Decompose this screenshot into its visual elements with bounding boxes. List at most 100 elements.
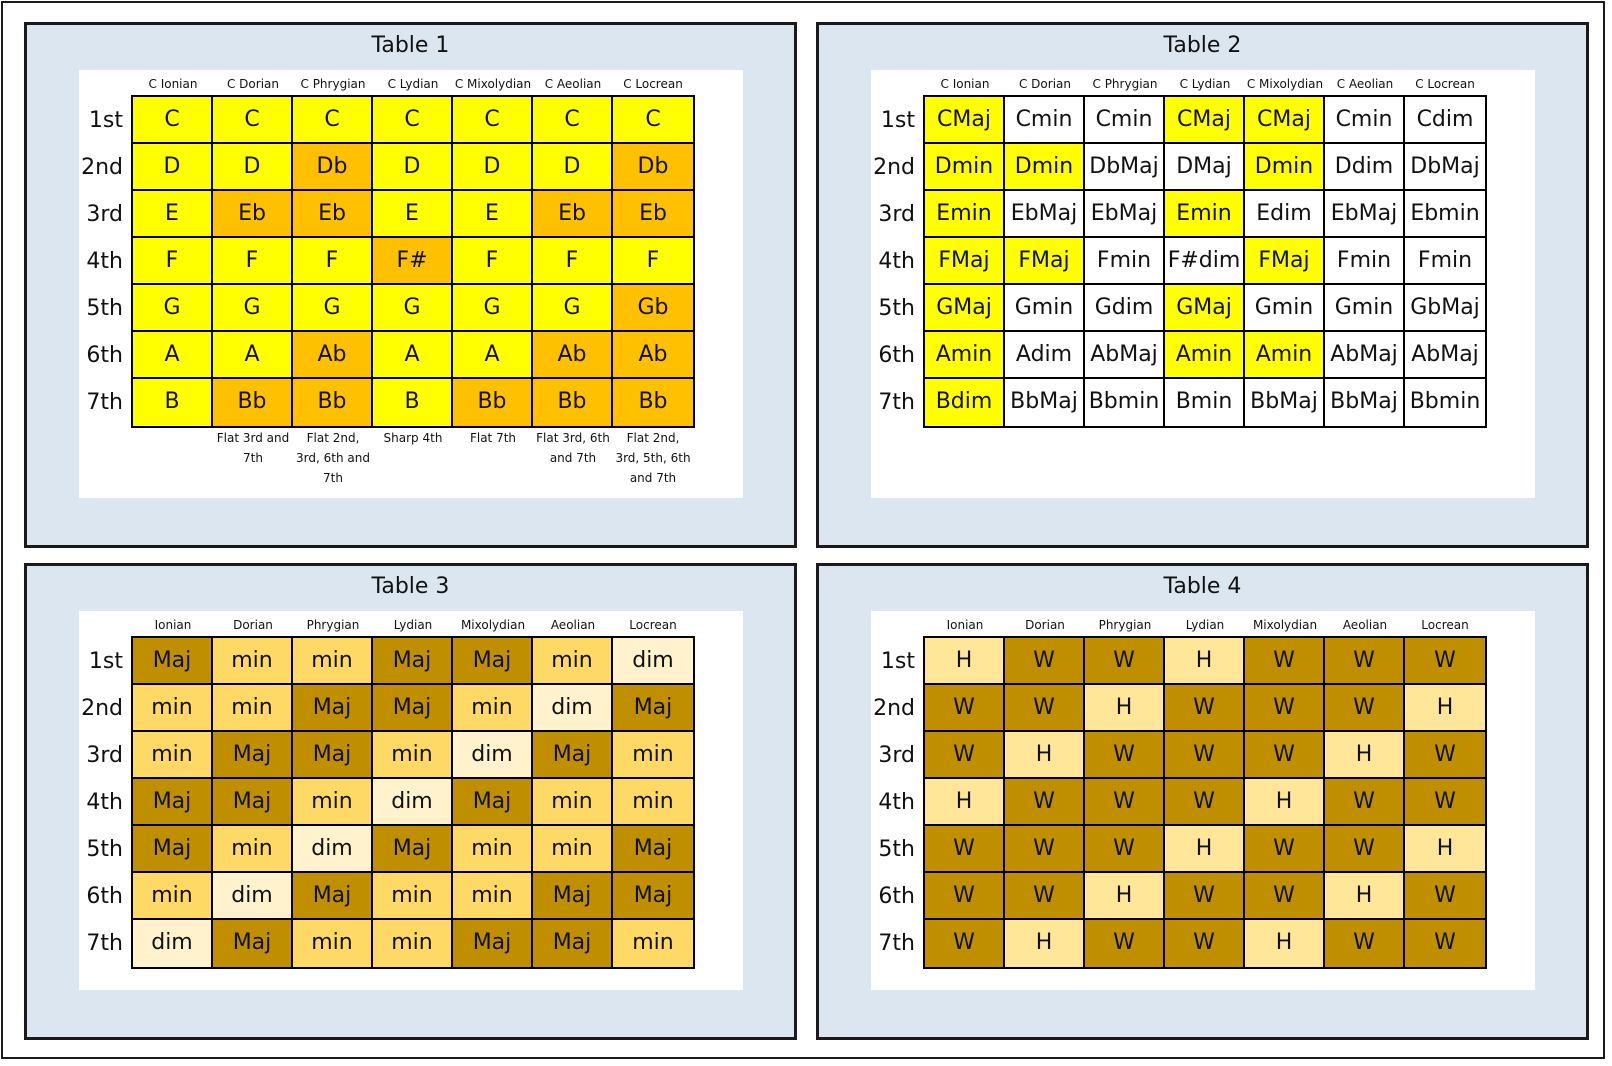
table-cell: G: [373, 285, 453, 332]
table-cell: H: [1165, 826, 1245, 873]
table-cell: G: [533, 285, 613, 332]
table-cell: FMaj: [925, 238, 1005, 285]
table-cell: H: [1245, 779, 1325, 826]
table-cell: W: [925, 685, 1005, 732]
table-cell: DbMaj: [1085, 144, 1165, 191]
table-cell: C: [133, 97, 213, 144]
table-cell: Bb: [613, 379, 693, 426]
table-cell: H: [925, 779, 1005, 826]
table-cell: DbMaj: [1405, 144, 1485, 191]
row-header: 4th: [86, 790, 123, 815]
column-header: Mixolydian: [460, 618, 526, 632]
column-header: Phrygian: [306, 618, 360, 632]
table-cell: Bmin: [1165, 379, 1245, 426]
table-cell: Maj: [133, 638, 213, 685]
table-cell: Maj: [373, 685, 453, 732]
table-cell: W: [1085, 826, 1165, 873]
table-cell: Bbmin: [1085, 379, 1165, 426]
table-cell: C: [213, 97, 293, 144]
column-header: C Locrean: [1415, 77, 1475, 91]
row-header: 3rd: [86, 202, 123, 227]
table-cell: W: [1085, 638, 1165, 685]
table-cell: min: [453, 826, 533, 873]
table-cell: E: [453, 191, 533, 238]
table-cell: dim: [453, 732, 533, 779]
table-cell: Cmin: [1005, 97, 1085, 144]
table-cell: EbMaj: [1325, 191, 1405, 238]
table-cell: C: [293, 97, 373, 144]
table-cell: Gmin: [1325, 285, 1405, 332]
table-cell: Gdim: [1085, 285, 1165, 332]
table-cell: min: [133, 873, 213, 920]
table-cell: Ddim: [1325, 144, 1405, 191]
row-header: 5th: [878, 837, 915, 862]
table-2-area: C Ionian C Dorian C Phrygian C Lydian C Mixo…: [871, 70, 1535, 498]
table-cell: W: [1085, 779, 1165, 826]
table-cell: W: [1245, 638, 1325, 685]
table-cell: EbMaj: [1005, 191, 1085, 238]
table-cell: Maj: [373, 638, 453, 685]
table-cell: CMaj: [1245, 97, 1325, 144]
table-cell: F#: [373, 238, 453, 285]
row-header: 2nd: [81, 155, 123, 180]
table-cell: Maj: [533, 732, 613, 779]
table-cell: Ab: [293, 332, 373, 379]
column-header: C Ionian: [940, 77, 990, 91]
column-header: Aeolian: [550, 618, 596, 632]
column-header: Locrean: [629, 618, 677, 632]
table-1-panel: Table 1 C Ionian C Dorian C Phrygian C Lydi…: [24, 22, 797, 548]
table-grid: C C C C C C C D D Db D D D Db E Eb Eb E E Eb Eb F F F F# F F F G G G G G…: [131, 95, 695, 428]
table-cell: Emin: [925, 191, 1005, 238]
table-cell: Maj: [213, 920, 293, 967]
table-cell: F: [453, 238, 533, 285]
table-cell: Dmin: [925, 144, 1005, 191]
column-header: Phrygian: [1098, 618, 1152, 632]
table-grid: CMaj Cmin Cmin CMaj CMaj Cmin Cdim Dmin Dmin DbMa…: [923, 95, 1487, 428]
table-2-panel: Table 2 C Ionian C Dorian C Phrygian C Lydi…: [816, 22, 1589, 548]
row-header: 4th: [86, 249, 123, 274]
row-header: 4th: [878, 249, 915, 274]
table-cell: W: [1325, 685, 1405, 732]
table-cell: min: [533, 826, 613, 873]
row-header: 1st: [88, 108, 123, 133]
column-header: C Phrygian: [1092, 77, 1158, 91]
table-cell: A: [133, 332, 213, 379]
table-cell: dim: [213, 873, 293, 920]
table-cell: FMaj: [1005, 238, 1085, 285]
mode-note: Sharp 4th: [383, 431, 443, 445]
row-header: 2nd: [873, 696, 915, 721]
column-header: C Ionian: [148, 77, 198, 91]
table-cell: W: [1005, 638, 1085, 685]
table-cell: min: [293, 779, 373, 826]
row-header: 7th: [878, 931, 915, 956]
table-cell: W: [1165, 779, 1245, 826]
table-cell: BbMaj: [1325, 379, 1405, 426]
table-cell: C: [373, 97, 453, 144]
table-cell: B: [133, 379, 213, 426]
column-header: Lydian: [1185, 618, 1225, 632]
table-cell: Db: [293, 144, 373, 191]
row-header: 2nd: [873, 155, 915, 180]
table-cell: min: [293, 920, 373, 967]
table-cell: H: [1325, 732, 1405, 779]
table-cell: EbMaj: [1085, 191, 1165, 238]
table-cell: Maj: [293, 732, 373, 779]
table-grid: Maj min min Maj Maj min dim min min Maj Maj min dim M…: [131, 636, 695, 969]
mode-note: Flat 2nd, 3rd, 6th and 7th: [296, 431, 370, 485]
table-cell: Bdim: [925, 379, 1005, 426]
table-4-area: Ionian Dorian Phrygian Lydian Mixolydian Aeol…: [871, 611, 1535, 990]
table-cell: Maj: [453, 920, 533, 967]
table-cell: G: [293, 285, 373, 332]
table-cell: H: [925, 638, 1005, 685]
table-cell: Maj: [133, 826, 213, 873]
table-cell: Bb: [533, 379, 613, 426]
table-cell: E: [133, 191, 213, 238]
table-cell: Fmin: [1325, 238, 1405, 285]
table-cell: B: [373, 379, 453, 426]
table-2-title: Table 2: [1163, 33, 1242, 58]
table-cell: Amin: [1245, 332, 1325, 379]
column-header: Ionian: [946, 618, 984, 632]
table-cell: dim: [133, 920, 213, 967]
table-cell: C: [533, 97, 613, 144]
